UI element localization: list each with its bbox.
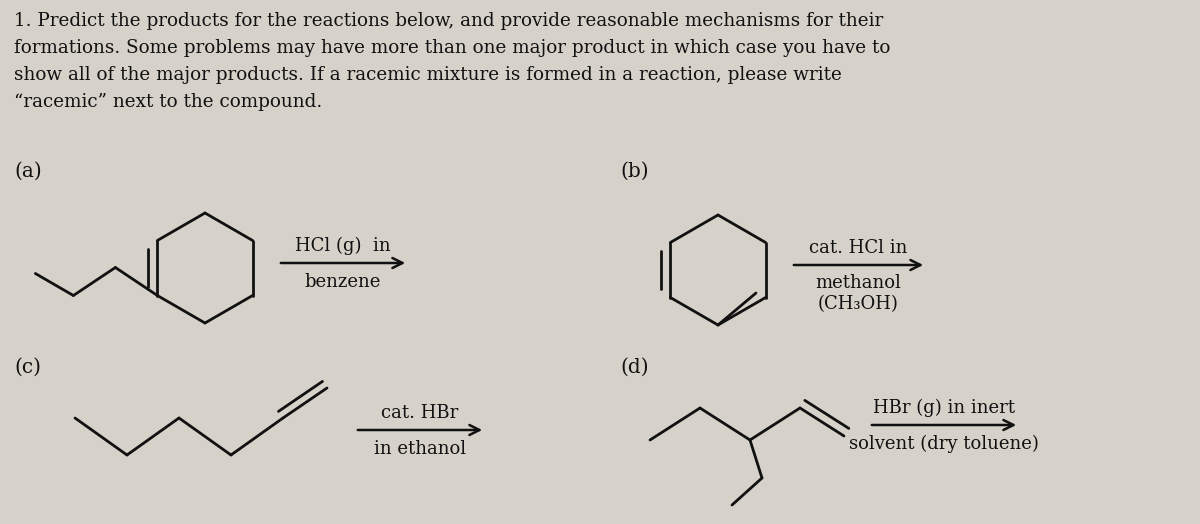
Text: solvent (dry toluene): solvent (dry toluene) (850, 435, 1039, 453)
Text: (c): (c) (14, 358, 41, 377)
Text: show all of the major products. If a racemic mixture is formed in a reaction, pl: show all of the major products. If a rac… (14, 66, 842, 84)
Text: (b): (b) (620, 162, 649, 181)
Text: cat. HCl in: cat. HCl in (809, 239, 907, 257)
Text: (a): (a) (14, 162, 42, 181)
Text: 1. Predict the products for the reactions below, and provide reasonable mechanis: 1. Predict the products for the reaction… (14, 12, 883, 30)
Text: (CH₃OH): (CH₃OH) (818, 295, 899, 313)
Text: HBr (g) in inert: HBr (g) in inert (874, 399, 1015, 417)
Text: methanol: methanol (816, 274, 901, 292)
Text: HCl (g)  in: HCl (g) in (295, 237, 391, 255)
Text: “racemic” next to the compound.: “racemic” next to the compound. (14, 93, 323, 111)
Text: benzene: benzene (305, 273, 382, 291)
Text: formations. Some problems may have more than one major product in which case you: formations. Some problems may have more … (14, 39, 890, 57)
Text: in ethanol: in ethanol (374, 440, 466, 458)
Text: (d): (d) (620, 358, 649, 377)
Text: cat. HBr: cat. HBr (382, 404, 458, 422)
